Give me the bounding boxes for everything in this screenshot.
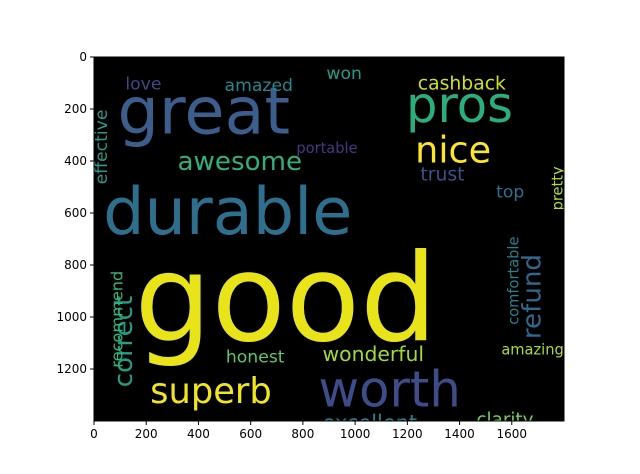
word-clarity: clarity [477,410,534,431]
x-tick-label: 1200 [392,427,423,441]
y-tick-label: 1000 [56,310,87,324]
word-won: won [326,64,362,84]
word-pros: pros [406,76,513,134]
word-correct: correct [109,296,139,387]
word-pretty: pretty [550,166,567,210]
word-effective: effective [92,110,112,185]
word-refund: refund [518,254,548,339]
y-axis: 0 200 400 600 800 1000 1200 [56,50,94,376]
word-awesome: awesome [178,147,302,177]
x-tick-label: 1000 [340,427,371,441]
word-nice: nice [415,128,491,171]
x-tick-label: 200 [135,427,158,441]
y-tick-label: 800 [64,258,87,272]
word-portable: portable [296,140,357,157]
word-recommend: recommend [108,271,127,368]
word-worth: worth [319,361,461,419]
word-good: good [134,227,437,369]
x-tick-label: 800 [291,427,314,441]
plot-background [94,57,564,421]
x-tick-label: 0 [90,427,98,441]
y-tick-label: 600 [64,206,87,220]
word-superb: superb [150,371,272,412]
word-suitable: suitable [213,420,271,437]
y-tick-label: 400 [64,154,87,168]
word-durable: durable [103,174,352,250]
word-great: great [118,74,291,150]
x-tick-label: 1400 [444,427,475,441]
y-tick-label: 200 [64,102,87,116]
word-wonderful: wonderful [322,342,424,366]
word-layer: good great durable pros worth nice superb aweso… [92,64,567,437]
word-amazed: amazed [225,76,293,96]
y-tick-label: 0 [79,50,87,64]
word-excellent: excellent [322,411,417,435]
x-axis: 0 200 400 600 800 1000 1200 1400 1600 [90,421,527,441]
x-tick-label: 400 [187,427,210,441]
word-amazing: amazing [501,342,563,359]
word-trust: trust [420,165,464,186]
word-love: love [125,75,161,95]
word-top: top [496,182,524,202]
word-cashback: cashback [418,74,506,95]
word-honest: honest [226,348,285,368]
x-tick-label: 600 [239,427,262,441]
plot-frame [93,56,565,422]
word-comfortable: comfortable [505,236,522,324]
y-tick-label: 1200 [56,362,87,376]
x-tick-label: 1600 [497,427,528,441]
